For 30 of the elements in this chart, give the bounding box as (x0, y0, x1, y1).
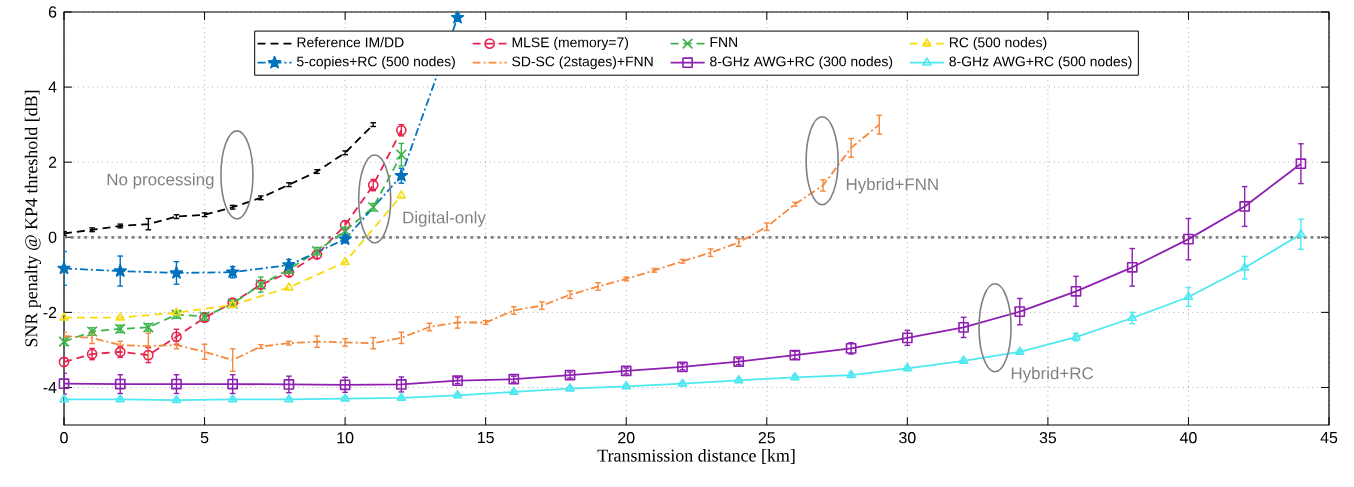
legend-label: Reference IM/DD (297, 37, 404, 48)
x-axis-title: Transmission distance [km] (597, 449, 795, 464)
x-tick-label: 45 (1320, 432, 1338, 444)
y-tick-label: 4 (48, 81, 57, 93)
legend-label: RC (500 nodes) (949, 37, 1047, 51)
x-tick-label: 20 (618, 432, 635, 444)
x-tick-label: 10 (337, 432, 354, 444)
x-tick-label: 0 (60, 432, 68, 444)
legend-label: 8-GHz AWG+RC (300 nodes) (710, 56, 893, 70)
x-tick-label: 30 (899, 432, 916, 444)
annotation: No processing (107, 173, 214, 189)
annotation: Digital-only (403, 211, 486, 227)
x-tick-label: 5 (200, 432, 209, 444)
x-tick-label: 35 (1039, 432, 1057, 444)
annotation: Hybrid+FNN (846, 177, 938, 194)
x-tick-label: 40 (1179, 432, 1197, 444)
y-tick-label: 6 (48, 6, 57, 18)
annotation: Hybrid+RC (1011, 366, 1094, 383)
y-tick-label: 2 (48, 156, 57, 168)
x-tick-label: 25 (758, 432, 775, 444)
x-tick-label: 15 (478, 432, 494, 444)
y-axis-title: SNR penalty @ KP4 threshold [dB] (24, 90, 42, 347)
legend-label: 5-copies+RC (500 nodes) (297, 56, 455, 70)
legend-label: 8-GHz AWG+RC (500 nodes) (949, 56, 1132, 70)
y-tick-label: 0 (48, 231, 57, 243)
y-tick-label: -2 (43, 306, 57, 318)
legend-label: FNN (710, 37, 738, 47)
legend-label: MLSE (memory=7) (512, 37, 629, 51)
legend-label: SD-SC (2stages)+FNN (512, 56, 653, 70)
y-tick-label: -4 (43, 381, 57, 393)
